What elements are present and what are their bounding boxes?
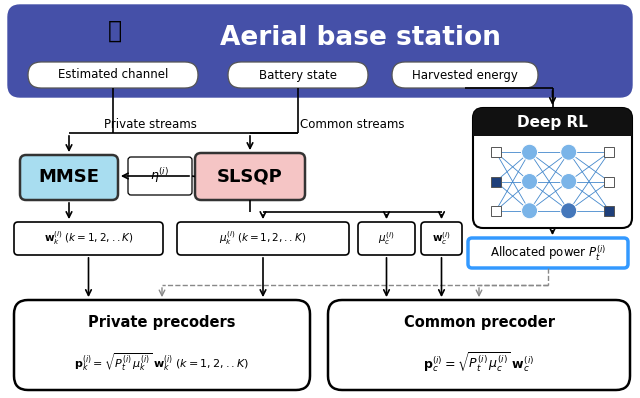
FancyBboxPatch shape (328, 300, 630, 390)
Bar (491, 206, 501, 216)
Text: Aerial base station: Aerial base station (220, 25, 500, 51)
Text: $\mathbf{w}_c^{(i)}$: $\mathbf{w}_c^{(i)}$ (432, 230, 451, 247)
Text: $\mathbf{p}_k^{(i)}=\sqrt{P_t^{(i)}\,\mu_k^{(i)}}\;\mathbf{w}_k^{(i)}\;(k=1,2,..: $\mathbf{p}_k^{(i)}=\sqrt{P_t^{(i)}\,\mu… (74, 351, 250, 373)
Text: $\mathbf{p}_c^{(i)}=\sqrt{P_t^{(i)}\,\mu_c^{(i)}}\;\mathbf{w}_c^{(i)}$: $\mathbf{p}_c^{(i)}=\sqrt{P_t^{(i)}\,\mu… (424, 350, 534, 374)
FancyBboxPatch shape (195, 153, 305, 200)
Circle shape (522, 203, 538, 219)
Bar (491, 176, 501, 187)
Text: Estimated channel: Estimated channel (58, 68, 168, 82)
Bar (604, 206, 614, 216)
FancyBboxPatch shape (473, 108, 632, 136)
Text: Common streams: Common streams (300, 119, 404, 131)
Circle shape (561, 203, 577, 219)
FancyBboxPatch shape (421, 222, 462, 255)
FancyBboxPatch shape (20, 155, 118, 200)
Text: Deep RL: Deep RL (517, 115, 588, 131)
Bar (604, 176, 614, 187)
Text: 🚁: 🚁 (108, 19, 122, 43)
Text: $\eta^{(i)}$: $\eta^{(i)}$ (150, 166, 170, 185)
Bar (604, 147, 614, 157)
Text: $\mathbf{w}_k^{(i)}\;(k=1,2,..K)$: $\mathbf{w}_k^{(i)}\;(k=1,2,..K)$ (44, 230, 133, 248)
Bar (473, 126, 632, 136)
Text: Common precoder: Common precoder (403, 314, 554, 330)
Text: $\mu_k^{(i)}\;(k=1,2,..K)$: $\mu_k^{(i)}\;(k=1,2,..K)$ (220, 230, 307, 248)
Circle shape (522, 174, 538, 189)
Text: Allocated power $P_t^{(i)}$: Allocated power $P_t^{(i)}$ (490, 243, 606, 263)
FancyBboxPatch shape (473, 108, 632, 228)
Circle shape (561, 174, 577, 189)
Text: SLSQP: SLSQP (217, 168, 283, 185)
FancyBboxPatch shape (14, 222, 163, 255)
FancyBboxPatch shape (177, 222, 349, 255)
FancyBboxPatch shape (228, 62, 368, 88)
Text: Private streams: Private streams (104, 119, 196, 131)
Circle shape (561, 144, 577, 160)
Text: Private precoders: Private precoders (88, 314, 236, 330)
FancyBboxPatch shape (128, 157, 192, 195)
FancyBboxPatch shape (14, 300, 310, 390)
Text: Harvested energy: Harvested energy (412, 68, 518, 82)
Circle shape (522, 144, 538, 160)
Text: Battery state: Battery state (259, 68, 337, 82)
FancyBboxPatch shape (8, 5, 632, 97)
FancyBboxPatch shape (392, 62, 538, 88)
FancyBboxPatch shape (28, 62, 198, 88)
Text: $\mu_c^{(i)}$: $\mu_c^{(i)}$ (378, 230, 395, 247)
Text: MMSE: MMSE (38, 168, 99, 187)
Bar (491, 147, 501, 157)
FancyBboxPatch shape (358, 222, 415, 255)
FancyBboxPatch shape (468, 238, 628, 268)
